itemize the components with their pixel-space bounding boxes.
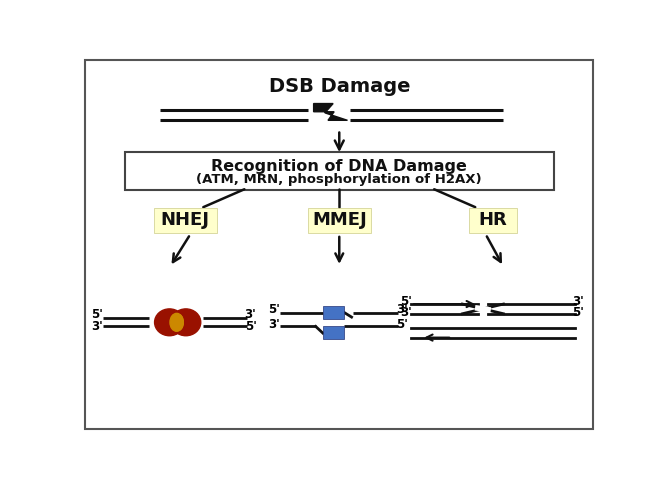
Ellipse shape	[172, 314, 183, 331]
Ellipse shape	[154, 309, 184, 336]
Bar	[323, 326, 344, 339]
FancyBboxPatch shape	[85, 60, 593, 429]
Text: MMEJ: MMEJ	[312, 211, 367, 229]
Text: 5': 5'	[400, 295, 412, 307]
Text: 3': 3'	[91, 320, 103, 333]
Text: Recognition of DNA Damage: Recognition of DNA Damage	[211, 159, 467, 174]
Text: NHEJ: NHEJ	[161, 211, 210, 229]
Text: 3': 3'	[400, 306, 412, 319]
Text: 5': 5'	[267, 303, 279, 316]
Bar	[323, 306, 344, 319]
Text: HR: HR	[479, 211, 508, 229]
Ellipse shape	[171, 309, 201, 336]
FancyBboxPatch shape	[154, 208, 217, 233]
Text: (ATM, MRN, phosphorylation of H2AX): (ATM, MRN, phosphorylation of H2AX)	[197, 173, 482, 186]
Text: 3': 3'	[396, 303, 408, 316]
Text: 3': 3'	[245, 308, 256, 321]
FancyBboxPatch shape	[125, 152, 553, 190]
Text: DSB Damage: DSB Damage	[269, 76, 410, 95]
Text: 5': 5'	[396, 318, 408, 331]
Ellipse shape	[170, 313, 183, 331]
Text: 3': 3'	[267, 318, 279, 331]
Text: 5': 5'	[91, 308, 103, 321]
FancyBboxPatch shape	[469, 208, 517, 233]
FancyBboxPatch shape	[308, 208, 371, 233]
Text: 5': 5'	[573, 306, 585, 319]
Text: 3': 3'	[573, 295, 585, 307]
Polygon shape	[314, 104, 348, 121]
Text: 5': 5'	[244, 320, 256, 333]
